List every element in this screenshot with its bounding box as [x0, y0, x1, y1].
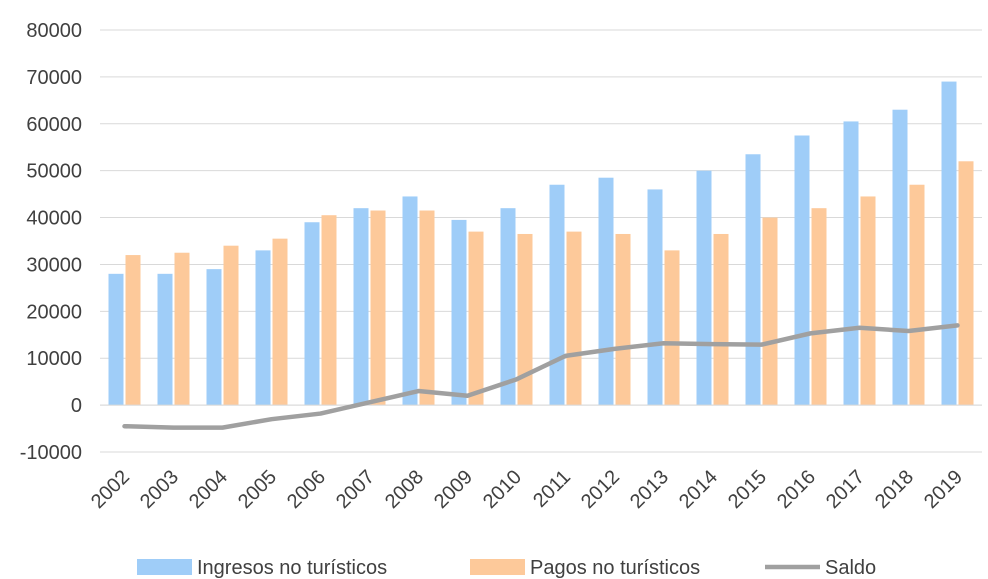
y-tick-label: 0 — [71, 395, 82, 417]
bar-ingresos-2005 — [255, 250, 271, 406]
bar-ingresos-2013 — [647, 189, 663, 406]
bars — [108, 81, 974, 406]
x-axis-ticks: 2002 2003 2004 2005 2006 2007 2008 2009 2010 2011… — [87, 466, 967, 513]
x-tick-label: 2011 — [529, 466, 575, 512]
bar-ingresos-2009 — [451, 219, 467, 406]
x-tick-label: 2016 — [773, 466, 820, 513]
y-tick-label: 70000 — [26, 67, 82, 89]
x-tick-label: 2015 — [724, 466, 771, 513]
bar-ingresos-2008 — [402, 196, 418, 406]
y-tick-label: 50000 — [26, 161, 82, 183]
x-tick-label: 2005 — [234, 466, 281, 513]
y-tick-label: -10000 — [20, 442, 82, 464]
legend-swatch — [470, 559, 525, 575]
bar-pagos-2008 — [419, 210, 435, 406]
x-tick-label: 2008 — [381, 466, 428, 513]
y-tick-label: 60000 — [26, 114, 82, 136]
legend: Ingresos no turísticos Pagos no turístico… — [137, 557, 876, 579]
bar-pagos-2009 — [468, 231, 484, 406]
bar-ingresos-2012 — [598, 177, 614, 406]
bar-pagos-2003 — [174, 252, 190, 406]
bar-pagos-2016 — [811, 208, 827, 406]
bar-pagos-2007 — [370, 210, 386, 406]
saldo-series — [122, 323, 960, 430]
bar-pagos-2010 — [517, 233, 533, 406]
bar-pagos-2017 — [860, 196, 876, 406]
y-axis-ticks: -10000 0 10000 20000 30000 40000 50000 60000 700… — [20, 20, 82, 464]
x-tick-label: 2012 — [577, 466, 624, 513]
y-tick-label: 80000 — [26, 20, 82, 42]
x-tick-label: 2002 — [87, 466, 134, 513]
legend-label: Ingresos no turísticos — [197, 557, 387, 579]
x-tick-label: 2006 — [283, 466, 330, 513]
bar-ingresos-2002 — [108, 273, 124, 406]
bar-pagos-2004 — [223, 245, 239, 406]
y-tick-label: 40000 — [26, 208, 82, 230]
bar-pagos-2014 — [713, 233, 729, 406]
bar-pagos-2011 — [566, 231, 582, 406]
y-tick-label: 20000 — [26, 301, 82, 323]
bar-ingresos-2007 — [353, 208, 369, 406]
bar-pagos-2013 — [664, 250, 680, 406]
bar-ingresos-2006 — [304, 222, 320, 406]
x-tick-label: 2014 — [675, 466, 722, 513]
y-tick-label: 10000 — [26, 348, 82, 370]
x-tick-label: 2017 — [822, 466, 869, 513]
bar-pagos-2019 — [958, 161, 974, 406]
x-tick-label: 2019 — [920, 466, 967, 513]
bar-ingresos-2015 — [745, 154, 761, 406]
bar-pagos-2006 — [321, 215, 337, 406]
bar-pagos-2018 — [909, 184, 925, 406]
bar-pagos-2002 — [125, 255, 141, 406]
bar-pagos-2015 — [762, 217, 778, 406]
x-tick-label: 2003 — [136, 466, 183, 513]
bar-ingresos-2004 — [206, 269, 222, 406]
legend-label: Saldo — [825, 557, 876, 579]
bar-ingresos-2003 — [157, 273, 173, 406]
x-tick-label: 2009 — [430, 466, 477, 513]
bar-ingresos-2011 — [549, 184, 565, 406]
legend-swatch — [137, 559, 192, 575]
x-tick-label: 2013 — [626, 466, 673, 513]
bar-pagos-2005 — [272, 238, 288, 406]
bar-ingresos-2017 — [843, 121, 859, 406]
bar-ingresos-2018 — [892, 109, 908, 406]
x-tick-label: 2004 — [185, 466, 232, 513]
legend-label: Pagos no turísticos — [530, 557, 700, 579]
x-tick-label: 2010 — [479, 466, 526, 513]
bar-ingresos-2019 — [941, 81, 957, 406]
bar-ingresos-2014 — [696, 170, 712, 406]
y-tick-label: 30000 — [26, 254, 82, 276]
bar-ingresos-2016 — [794, 135, 810, 406]
saldo-line — [122, 323, 960, 430]
bar-pagos-2012 — [615, 233, 631, 406]
x-tick-label: 2007 — [332, 466, 379, 513]
x-tick-label: 2018 — [871, 466, 918, 513]
bar-ingresos-2010 — [500, 208, 516, 406]
